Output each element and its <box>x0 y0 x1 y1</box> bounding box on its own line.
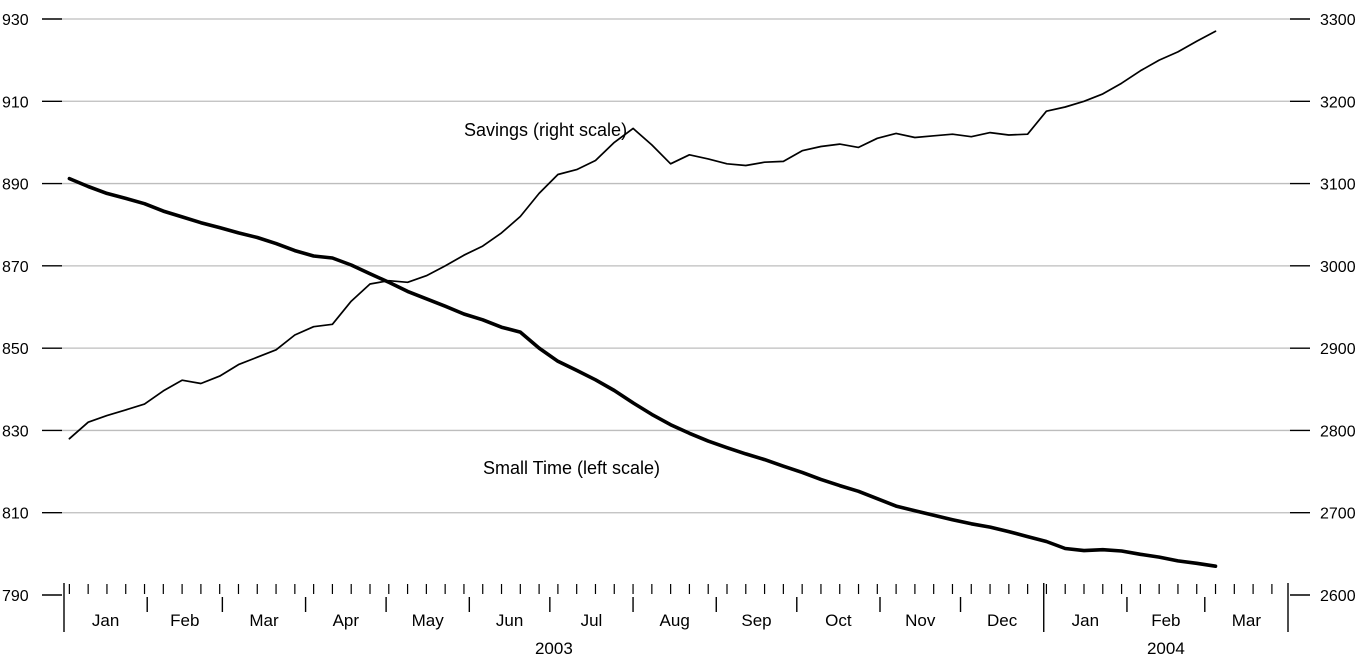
right-tick-label: 3100 <box>1320 177 1356 194</box>
left-tick-label: 910 <box>2 94 29 111</box>
right-tick-label: 3000 <box>1320 259 1356 276</box>
month-label: Oct <box>825 611 852 630</box>
right-tick-label: 3300 <box>1320 12 1356 29</box>
month-label: Sep <box>741 611 771 630</box>
left-tick-label: 930 <box>2 12 29 29</box>
month-label: Nov <box>905 611 936 630</box>
month-label: Jun <box>496 611 523 630</box>
month-label: Apr <box>333 611 360 630</box>
month-label: Jan <box>92 611 119 630</box>
left-tick-label: 810 <box>2 506 29 523</box>
month-label: May <box>412 611 445 630</box>
series-layer <box>67 30 1218 569</box>
left-tick-label: 830 <box>2 423 29 440</box>
left-tick-label: 870 <box>2 259 29 276</box>
right-tick-label: 2700 <box>1320 506 1356 523</box>
year-label: 2004 <box>1147 639 1185 656</box>
right-tick-label: 2800 <box>1320 423 1356 440</box>
month-label: Mar <box>249 611 279 630</box>
right-tick-label: 2600 <box>1320 588 1356 605</box>
month-label: Jan <box>1072 611 1099 630</box>
left-tick-label: 790 <box>2 588 29 605</box>
savings-annotation: Savings (right scale) <box>464 120 627 140</box>
grid-layer <box>62 18 1290 514</box>
month-label: Feb <box>170 611 199 630</box>
month-label: Feb <box>1151 611 1180 630</box>
month-label: Jul <box>581 611 603 630</box>
small-time-annotation: Small Time (left scale) <box>483 458 660 478</box>
left-tick-label: 850 <box>2 341 29 358</box>
year-label: 2003 <box>535 639 573 656</box>
month-label: Dec <box>987 611 1018 630</box>
right-tick-label: 2900 <box>1320 341 1356 358</box>
axis-layer: 790 810 830 850 870 890 910 930 2600 2700 2800 2900… <box>2 12 1356 658</box>
right-tick-label: 3200 <box>1320 94 1356 111</box>
savings-series-line <box>68 30 1217 440</box>
left-tick-label: 890 <box>2 177 29 194</box>
month-label: Aug <box>660 611 690 630</box>
small-time-series-line <box>67 176 1218 569</box>
month-label: Mar <box>1232 611 1262 630</box>
